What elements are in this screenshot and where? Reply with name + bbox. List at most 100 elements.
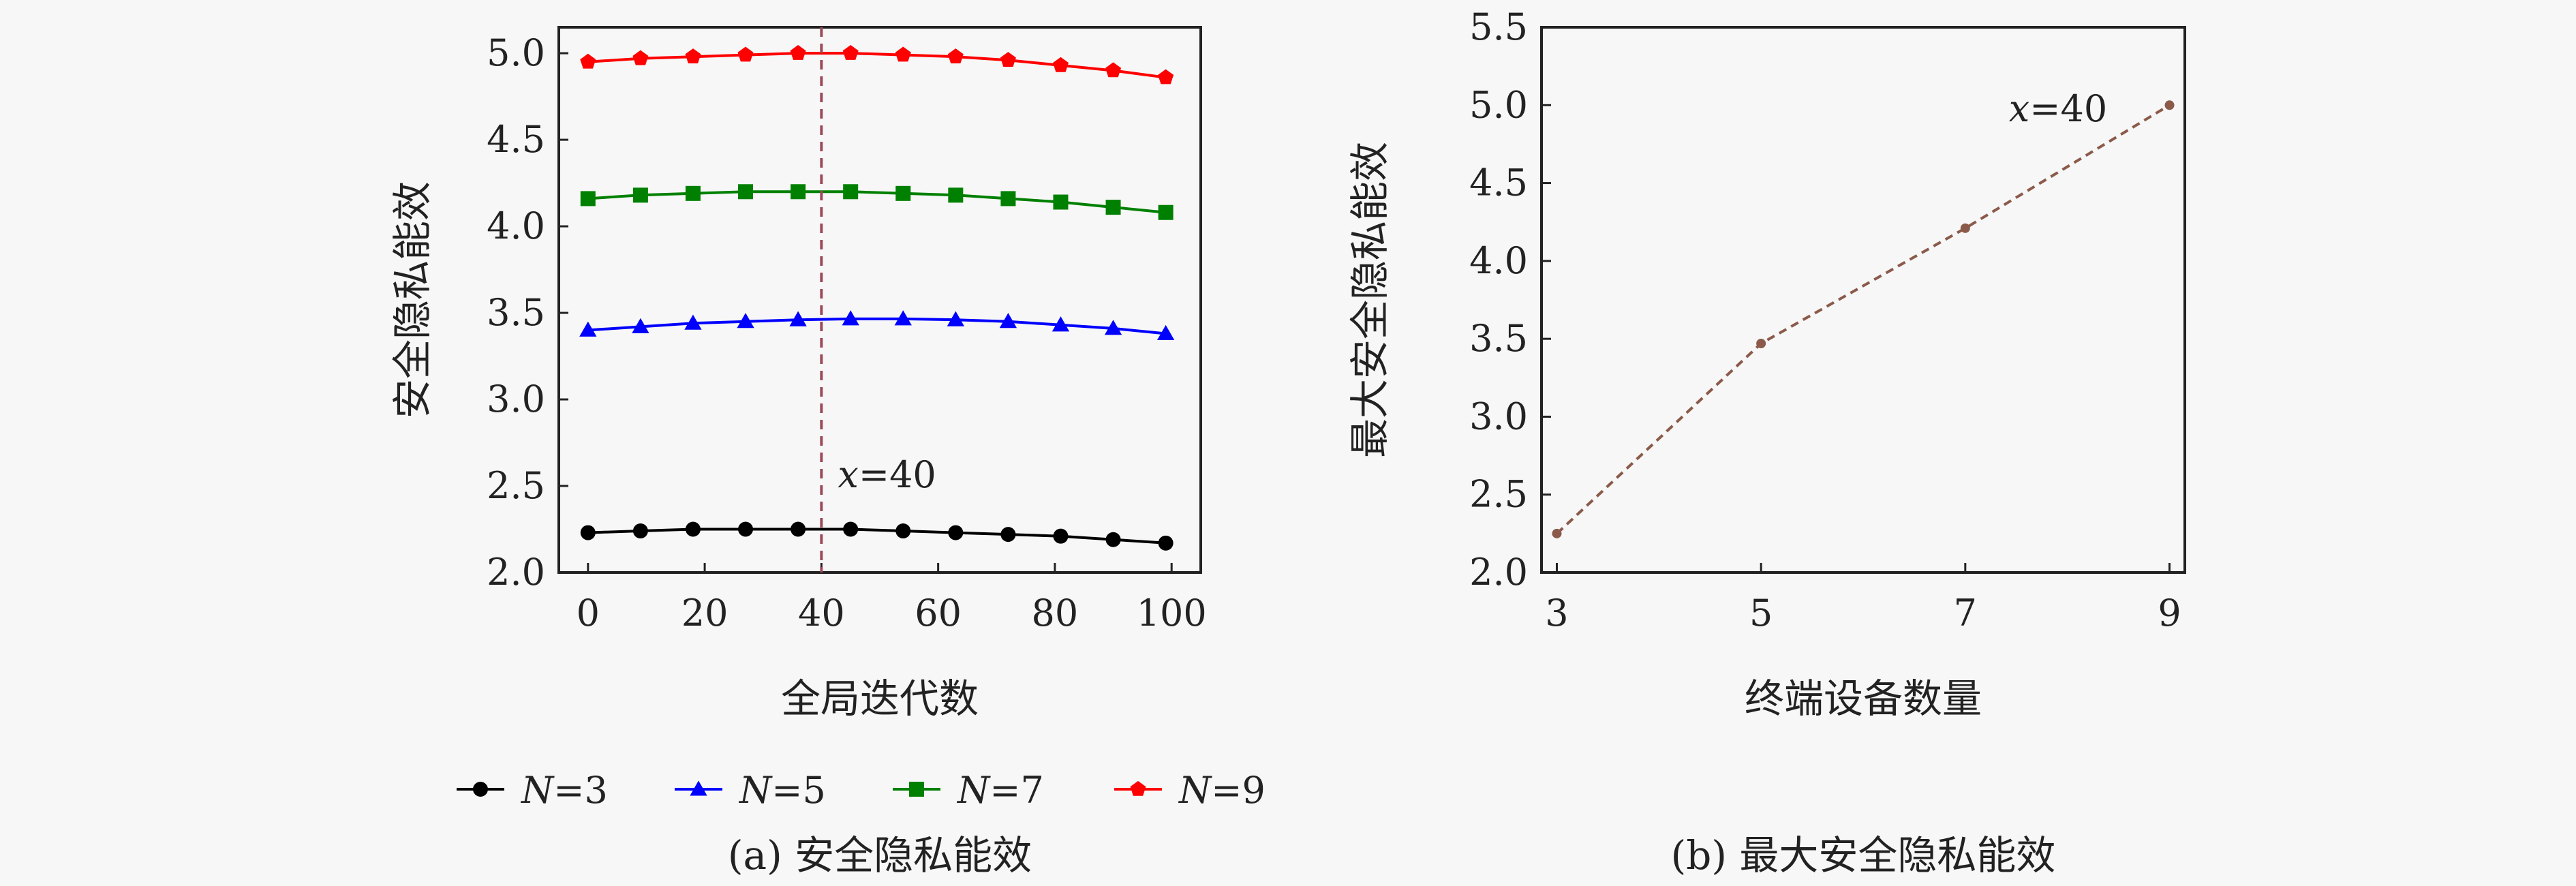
- chart-a-x-ticks: 0 20 40 60 80 100: [577, 563, 1207, 635]
- chart-a-legend-label: N=3: [520, 769, 608, 812]
- chart-a-x-tick-label: 20: [681, 592, 729, 635]
- chart-b-y-tick-label: 3.0: [1469, 395, 1528, 438]
- chart-a-y-tick-label: 4.0: [487, 204, 545, 247]
- chart-a-legend-entry: N=3: [457, 769, 608, 812]
- chart-a-data-point: [999, 313, 1017, 329]
- chart-b-y-tick-label: 2.5: [1469, 473, 1528, 516]
- chart-b-y-tick-label: 4.5: [1469, 162, 1528, 204]
- chart-a-data-point: [685, 185, 701, 201]
- chart-a-data-point: [1105, 200, 1121, 215]
- chart-b: 3 5 7 9 2.0 2.5 3.0 3.5 4.0 4.5 5.0 5.5 x=40 终端设备数…: [1347, 5, 2186, 879]
- chart-a-x-label: 全局迭代数: [781, 675, 979, 722]
- chart-a-legend-marker: [1130, 780, 1146, 796]
- chart-a-data-point: [580, 525, 596, 540]
- chart-a-data-point: [1158, 535, 1174, 551]
- chart-a-legend-marker: [690, 780, 707, 796]
- chart-a-data-point: [632, 50, 649, 65]
- chart-a-y-tick-label: 3.0: [487, 378, 545, 421]
- chart-a-data-point: [1053, 528, 1069, 544]
- chart-a-data-point: [948, 187, 964, 203]
- chart-b-caption: (b) 最大安全隐私能效: [1671, 832, 2056, 879]
- chart-a-data-point: [843, 521, 859, 537]
- chart-b-y-tick-label: 2.0: [1469, 551, 1528, 594]
- chart-b-data-point: [2164, 100, 2175, 110]
- chart-b-annotation: x=40: [2009, 87, 2107, 130]
- chart-a-data-point: [579, 321, 597, 337]
- chart-a-y-tick-label: 2.5: [487, 464, 545, 507]
- chart-a-x-tick-label: 0: [577, 592, 600, 635]
- chart-a-data-point: [947, 48, 964, 63]
- chart-a-data-point: [842, 310, 859, 326]
- chart-a-data-point: [948, 525, 964, 540]
- chart-a-legend: N=3 N=5 N=7 N=9: [457, 769, 1266, 812]
- chart-b-x-label: 终端设备数量: [1745, 675, 1982, 722]
- chart-a-series-N=7: [580, 184, 1174, 220]
- chart-a-legend-label: N=5: [738, 769, 826, 812]
- chart-b-series-line: [1556, 104, 2171, 535]
- chart-b-y-tick-label: 4.0: [1469, 239, 1528, 282]
- chart-a-legend-entry: N=5: [675, 769, 826, 812]
- chart-a-data-point: [895, 185, 911, 201]
- chart-a-data-point: [790, 45, 806, 60]
- chart-a-frame: [557, 26, 1202, 574]
- chart-a-caption: (a) 安全隐私能效: [728, 832, 1032, 879]
- chart-a-data-point: [1156, 324, 1175, 341]
- chart-a-data-point: [1158, 69, 1174, 85]
- chart-b-x-ticks: 3 5 7 9: [1545, 563, 2181, 635]
- chart-b-y-tick-label: 3.5: [1469, 317, 1528, 360]
- chart-a-series-line: [587, 52, 1166, 79]
- chart-b-x-tick-label: 7: [1954, 592, 1977, 635]
- chart-a-data-point: [791, 521, 806, 537]
- chart-a-data-point: [1105, 62, 1122, 78]
- chart-a-series-N=3: [580, 521, 1174, 551]
- chart-a-legend-marker: [909, 782, 924, 797]
- chart-a-series-N=5: [579, 310, 1175, 341]
- chart-a-legend-entry: N=7: [893, 769, 1044, 812]
- chart-a-data-point: [685, 48, 701, 63]
- chart-b-y-tick-label: 5.0: [1469, 83, 1528, 126]
- chart-a-legend-marker: [473, 782, 488, 797]
- chart-b-x-tick-label: 5: [1749, 592, 1773, 635]
- chart-a-data-point: [1052, 316, 1070, 332]
- chart-a-x-tick-label: 40: [798, 592, 845, 635]
- chart-b-frame: [1540, 26, 2186, 574]
- chart-a-data-point: [1053, 57, 1069, 72]
- chart-a: 0 20 40 60 80 100 2.02.53.03.54.04.55.0 x=40 …: [389, 26, 1266, 879]
- chart-a-data-point: [895, 46, 911, 62]
- chart-b-data-point: [1552, 528, 1562, 538]
- chart-b-x-tick-label: 9: [2158, 592, 2181, 635]
- chart-a-data-point: [843, 184, 859, 200]
- chart-a-series-line: [587, 317, 1166, 335]
- chart-a-data-point: [1104, 320, 1122, 335]
- chart-a-y-ticks: 2.0 2.5 3.0 3.5 4.0 4.5 5.0: [487, 31, 568, 594]
- chart-b-y-tick-label: 5.5: [1469, 5, 1528, 48]
- chart-a-data-point: [791, 184, 806, 200]
- chart-a-data-point: [1053, 194, 1069, 210]
- chart-a-x-tick-label: 100: [1137, 592, 1207, 635]
- chart-b-y-label: 最大安全隐私能效: [1347, 142, 1393, 458]
- chart-a-data-point: [1000, 191, 1016, 207]
- chart-b-x-tick-label: 3: [1545, 592, 1568, 635]
- chart-a-x-tick-label: 60: [915, 592, 962, 635]
- chart-a-series-N=9: [580, 45, 1174, 85]
- chart-a-vline-label: x=40: [838, 453, 936, 496]
- chart-a-y-tick-label: 5.0: [487, 31, 545, 74]
- chart-b-data-point: [1960, 223, 1970, 233]
- chart-a-data-point: [842, 45, 859, 60]
- chart-a-data-point: [580, 53, 596, 69]
- chart-a-data-point: [684, 314, 702, 330]
- chart-b-y-ticks: 2.0 2.5 3.0 3.5 4.0 4.5 5.0 5.5: [1469, 5, 1551, 594]
- chart-a-series-line: [587, 190, 1166, 214]
- chart-a-series-line: [587, 528, 1166, 545]
- chart-a-legend-entry: N=9: [1114, 769, 1266, 812]
- chart-a-y-tick-label: 2.0: [487, 551, 545, 594]
- chart-a-data-point: [894, 310, 912, 326]
- chart-a-y-tick-label: 3.5: [487, 291, 545, 334]
- chart-a-data-point: [1000, 52, 1016, 67]
- chart-a-data-point: [737, 313, 754, 329]
- chart-a-data-point: [1158, 204, 1174, 220]
- chart-a-x-tick-label: 80: [1032, 592, 1079, 635]
- chart-a-data-point: [738, 521, 754, 537]
- chart-a-data-point: [789, 311, 807, 326]
- chart-a-legend-label: N=7: [956, 769, 1044, 812]
